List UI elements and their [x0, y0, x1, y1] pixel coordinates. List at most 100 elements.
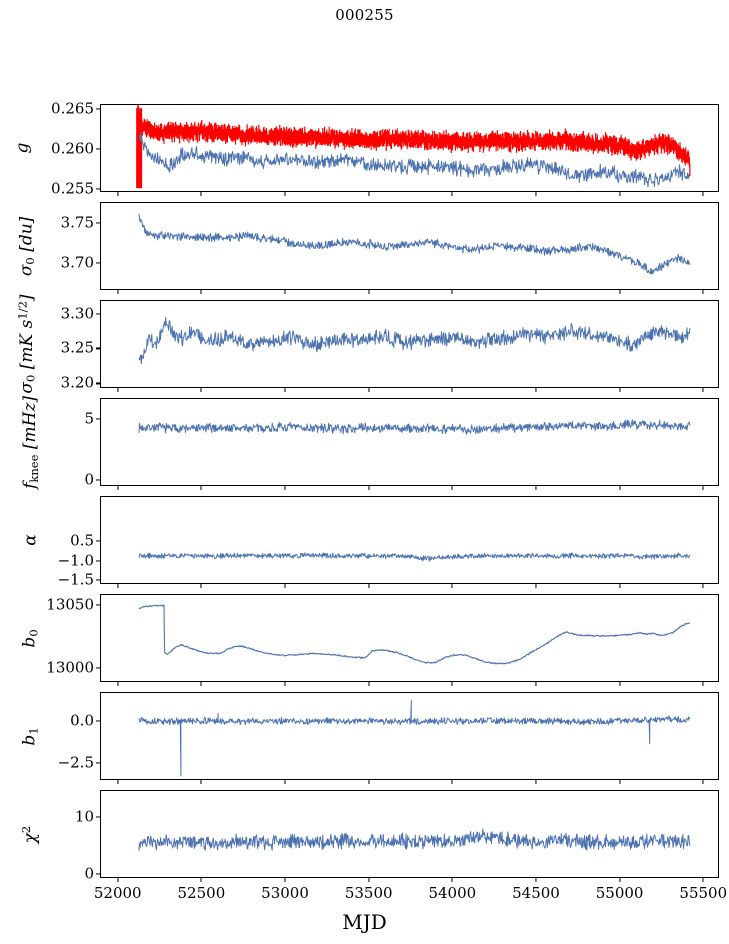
- y-tick-label: 0.0: [70, 711, 94, 730]
- panel-alpha: −1.5 −1.0 0.5: [58, 496, 719, 588]
- x-tick-mark: [535, 877, 537, 882]
- panel-fknee-trace: [138, 419, 691, 435]
- y-tick-mark: [96, 873, 101, 875]
- y-tick-mark: [96, 262, 101, 264]
- x-tick-mark: [117, 387, 119, 392]
- panel-sigma0-du-ylabel: σ0 [du]: [15, 216, 37, 276]
- series-g-red: [137, 110, 691, 168]
- x-tick-mark: [619, 289, 621, 294]
- panel-chi2-trace: [138, 828, 691, 851]
- x-tick-mark: [284, 387, 286, 392]
- x-tick-mark: [535, 289, 537, 294]
- y-tick-mark: [96, 720, 101, 722]
- x-tick-label: 54000: [428, 884, 477, 902]
- x-tick-mark: [284, 877, 286, 882]
- x-tick-mark: [451, 681, 453, 686]
- x-tick-mark: [200, 387, 202, 392]
- x-tick-label: 53000: [261, 884, 309, 902]
- x-tick-mark: [368, 485, 370, 490]
- x-tick-mark: [702, 681, 704, 686]
- series-g-blue: [139, 131, 690, 188]
- x-tick-mark: [619, 485, 621, 490]
- y-tick-label: 13050: [46, 595, 94, 614]
- x-tick-mark: [535, 681, 537, 686]
- x-tick-mark: [284, 779, 286, 784]
- x-tick-label: 55500: [679, 884, 728, 902]
- x-tick-mark: [200, 877, 202, 882]
- x-tick-mark: [535, 779, 537, 784]
- x-tick-mark: [702, 877, 704, 882]
- x-tick-mark: [284, 681, 286, 686]
- y-tick-mark: [96, 560, 101, 562]
- series-sigma0-du: [138, 213, 691, 275]
- x-tick-mark: [451, 191, 453, 196]
- panel-g-trace: [136, 105, 691, 189]
- panel-b0-trace: [138, 604, 691, 665]
- x-tick-mark: [117, 681, 119, 686]
- x-tick-label: 54500: [512, 884, 560, 902]
- panel-g: 0.255 0.260 0.265: [51, 101, 719, 196]
- series-b1: [138, 699, 691, 777]
- x-tick-mark: [451, 485, 453, 490]
- y-tick-label: 5: [84, 409, 94, 428]
- y-tick-label: −1.5: [57, 570, 94, 589]
- panel-alpha-ylabel: α: [20, 534, 41, 546]
- panel-sigma0-mk-ylabel: σ0 [mK s1/2]: [15, 294, 38, 394]
- x-axis-label: MJD: [342, 910, 387, 934]
- x-tick-mark: [368, 779, 370, 784]
- x-tick-mark: [702, 485, 704, 490]
- panel-b1-ylabel: b1: [19, 726, 41, 746]
- x-tick-mark: [284, 289, 286, 294]
- x-tick-mark: [451, 877, 453, 882]
- panel-b1: −2.5 0.0: [58, 692, 719, 784]
- y-tick-mark: [96, 762, 101, 764]
- y-tick-mark: [96, 313, 101, 315]
- x-tick-mark: [619, 387, 621, 392]
- x-tick-mark: [619, 779, 621, 784]
- x-tick-mark: [284, 583, 286, 588]
- x-tick-mark: [368, 289, 370, 294]
- x-tick-label: 53500: [344, 884, 393, 902]
- y-tick-label: 0.255: [51, 179, 94, 198]
- x-tick-mark: [368, 191, 370, 196]
- panel-g-ylabel: g: [11, 142, 32, 154]
- y-tick-label: 0.260: [51, 139, 94, 158]
- x-tick-mark: [117, 289, 119, 294]
- x-tick-mark: [200, 485, 202, 490]
- y-tick-mark: [96, 604, 101, 606]
- x-tick-mark: [117, 485, 119, 490]
- x-tick-mark: [200, 289, 202, 294]
- x-tick-mark: [200, 583, 202, 588]
- series-b0: [138, 604, 691, 665]
- panel-b1-trace: [138, 699, 691, 777]
- x-tick-mark: [535, 485, 537, 490]
- y-tick-mark: [96, 382, 101, 384]
- x-tick-mark: [368, 387, 370, 392]
- y-tick-mark: [96, 188, 101, 190]
- series-alpha: [138, 552, 691, 562]
- panel-sigma0-du: 3.70 3.75: [61, 202, 719, 294]
- y-tick-label: 3.70: [60, 253, 94, 272]
- x-tick-mark: [117, 191, 119, 196]
- series-sigma0-mk: [138, 316, 691, 365]
- x-tick-mark: [619, 877, 621, 882]
- x-tick-mark: [451, 779, 453, 784]
- x-tick-mark: [117, 779, 119, 784]
- x-tick-mark: [200, 191, 202, 196]
- x-tick-mark: [619, 191, 621, 196]
- series-g-red-burn-in: [136, 108, 143, 189]
- panel-chi2-ylabel: χ2: [19, 825, 41, 843]
- x-tick-mark: [284, 485, 286, 490]
- x-tick-label: 52500: [177, 884, 226, 902]
- x-tick-mark: [368, 877, 370, 882]
- figure-title: 000255: [335, 6, 394, 24]
- x-tick-mark: [702, 583, 704, 588]
- y-tick-mark: [96, 816, 101, 818]
- y-tick-label: 0: [84, 470, 94, 489]
- x-tick-mark: [535, 387, 537, 392]
- y-tick-mark: [96, 148, 101, 150]
- panel-chi2: 0 10 52000 52500 53000 53500 54000 54500 55000 55…: [75, 790, 727, 902]
- y-tick-mark: [96, 667, 101, 669]
- x-tick-mark: [368, 583, 370, 588]
